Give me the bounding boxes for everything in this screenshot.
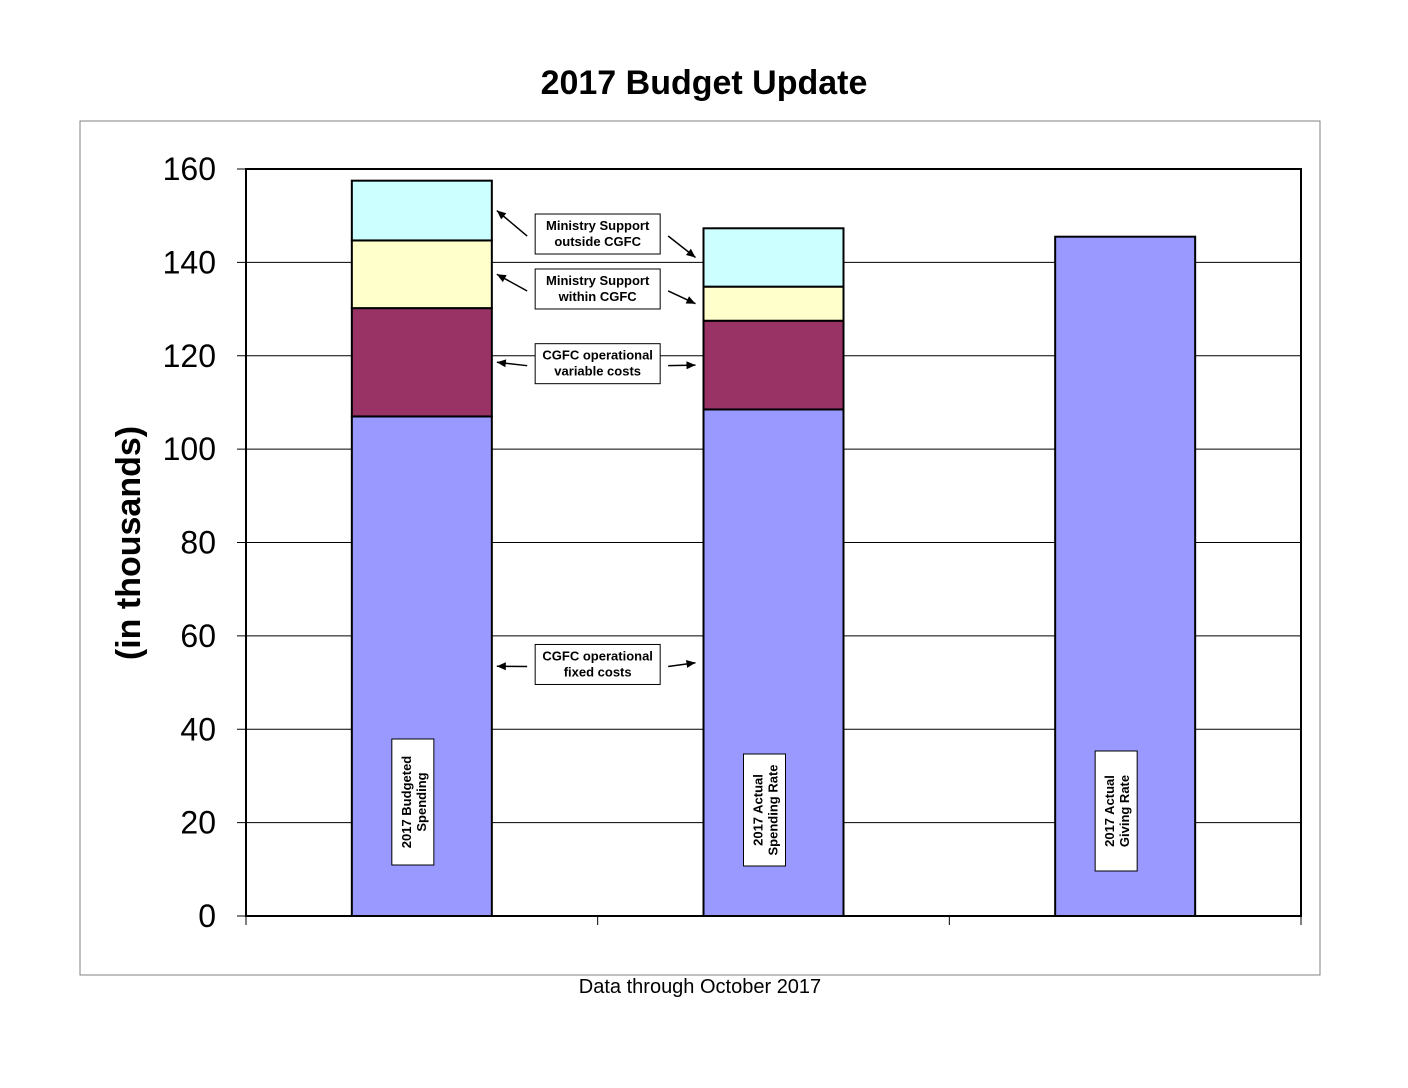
- bar-labels: 2017 Budgeted Spending 2017 Actual Spending…: [391, 738, 1138, 872]
- bar-segment: [350, 239, 493, 310]
- y-tick-label: 140: [163, 244, 216, 280]
- bars: [350, 179, 1197, 917]
- bar-label-box: [391, 738, 435, 866]
- y-tick-label: 100: [163, 431, 216, 467]
- y-tick-label: 120: [163, 338, 216, 374]
- y-axis-label: (in thousands): [110, 426, 148, 660]
- annotation-arrowhead-right: [686, 659, 696, 668]
- bar-label-text: 2017 Actual: [751, 774, 766, 846]
- annotation-box: [534, 343, 661, 385]
- bar-label-box: [1094, 750, 1138, 872]
- annotation-arrowhead-right: [685, 296, 696, 304]
- x-axis-ticks: [245, 916, 1302, 925]
- annotation-text: CGFC operational: [542, 348, 653, 363]
- annotation-arrowhead-left: [496, 210, 507, 220]
- annotation-text: Ministry Support: [546, 218, 650, 233]
- y-axis-ticks: 0 20 40 60 80 100 120 140 160: [163, 151, 246, 934]
- y-tick-label: 80: [180, 525, 216, 561]
- annotation-arrowhead-right: [686, 361, 696, 370]
- y-tick-label: 60: [180, 618, 216, 654]
- bar-segment: [702, 319, 845, 411]
- annotation-text: CGFC operational: [542, 648, 653, 663]
- annotation-text: Ministry Support: [546, 273, 650, 288]
- chart-title: 2017 Budget Update: [540, 64, 868, 102]
- annotation-box: [534, 643, 661, 685]
- bar-segment: [702, 285, 845, 322]
- bar-segment: [350, 307, 493, 418]
- annotation-arrowhead-right: [685, 248, 696, 258]
- y-tick-label: 40: [180, 711, 216, 747]
- annotation-arrowhead-left: [496, 662, 506, 671]
- annotation-text: variable costs: [554, 364, 641, 379]
- bar-label-text: 2017 Actual: [1102, 775, 1117, 847]
- bar-label-box: [743, 753, 786, 867]
- bar-label-text: Giving Rate: [1117, 775, 1132, 847]
- y-tick-label: 0: [198, 898, 216, 934]
- bar-label-text: Spending Rate: [766, 764, 781, 855]
- annotation-arrowhead-left: [496, 359, 507, 368]
- annotation-box: [534, 268, 661, 310]
- bar-label-text: Spending: [414, 772, 429, 831]
- y-tick-label: 20: [180, 805, 216, 841]
- annotation-text: within CGFC: [558, 289, 638, 304]
- x-axis-caption: Data through October 2017: [578, 976, 822, 998]
- bar-label-group: 2017 Actual Giving Rate: [1102, 775, 1132, 847]
- y-tick-label: 160: [163, 151, 216, 187]
- annotation-box: [534, 213, 661, 255]
- annotation-arrowhead-left: [496, 274, 507, 283]
- bar-label-group: 2017 Actual Spending Rate: [751, 764, 781, 855]
- annotation-text: outside CGFC: [554, 234, 641, 249]
- bar-segment: [702, 227, 845, 288]
- bar-label-text: 2017 Budgeted: [399, 756, 414, 849]
- bar-segment: [350, 179, 493, 242]
- bar-label-group: 2017 Budgeted Spending: [399, 756, 429, 849]
- annotation-text: fixed costs: [564, 664, 632, 679]
